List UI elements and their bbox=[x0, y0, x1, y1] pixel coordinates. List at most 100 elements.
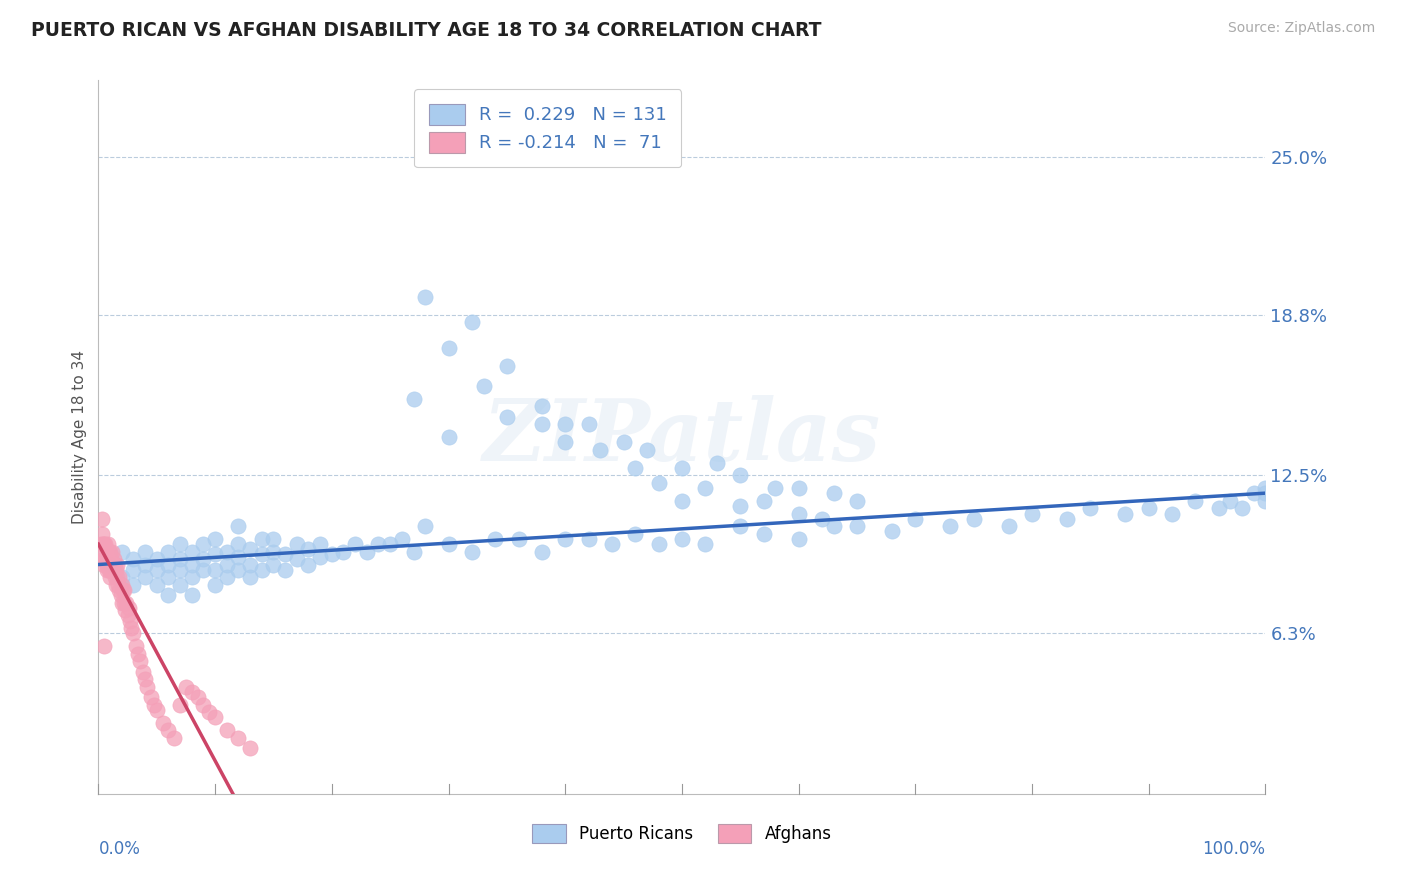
Point bbox=[297, 542, 319, 557]
Point bbox=[437, 537, 460, 551]
Point bbox=[823, 486, 845, 500]
Point bbox=[187, 690, 209, 704]
Point bbox=[90, 511, 112, 525]
Point bbox=[787, 507, 810, 521]
Point bbox=[96, 545, 118, 559]
Point bbox=[228, 519, 250, 533]
Point bbox=[228, 731, 250, 745]
Point bbox=[624, 460, 647, 475]
Point bbox=[262, 558, 284, 572]
Point bbox=[122, 552, 145, 566]
Point bbox=[309, 549, 332, 564]
Point bbox=[108, 582, 131, 597]
Point bbox=[215, 558, 238, 572]
Point bbox=[111, 570, 134, 584]
Point bbox=[344, 537, 367, 551]
Point bbox=[671, 460, 693, 475]
Text: 100.0%: 100.0% bbox=[1202, 839, 1265, 858]
Point bbox=[169, 552, 191, 566]
Point bbox=[285, 552, 308, 566]
Point bbox=[98, 570, 121, 584]
Point bbox=[169, 537, 191, 551]
Point bbox=[437, 341, 460, 355]
Text: Source: ZipAtlas.com: Source: ZipAtlas.com bbox=[1227, 21, 1375, 36]
Point bbox=[204, 547, 226, 561]
Point bbox=[589, 442, 612, 457]
Point bbox=[97, 537, 120, 551]
Point bbox=[484, 532, 506, 546]
Point bbox=[239, 741, 262, 756]
Point bbox=[134, 672, 156, 686]
Point bbox=[554, 417, 576, 432]
Point bbox=[101, 558, 124, 572]
Point bbox=[118, 600, 141, 615]
Point bbox=[152, 715, 174, 730]
Point bbox=[169, 698, 191, 712]
Point bbox=[624, 527, 647, 541]
Point bbox=[309, 537, 332, 551]
Point bbox=[250, 547, 273, 561]
Point bbox=[600, 537, 623, 551]
Point bbox=[846, 493, 869, 508]
Point bbox=[111, 582, 134, 597]
Point bbox=[1254, 486, 1277, 500]
Point bbox=[787, 532, 810, 546]
Point bbox=[169, 563, 191, 577]
Point bbox=[262, 545, 284, 559]
Point bbox=[437, 430, 460, 444]
Point bbox=[215, 545, 238, 559]
Point bbox=[107, 578, 129, 592]
Point bbox=[204, 532, 226, 546]
Point bbox=[169, 578, 191, 592]
Point bbox=[134, 545, 156, 559]
Point bbox=[129, 654, 152, 668]
Point bbox=[111, 596, 134, 610]
Point bbox=[97, 552, 120, 566]
Point bbox=[122, 626, 145, 640]
Point bbox=[472, 379, 495, 393]
Point bbox=[671, 532, 693, 546]
Point bbox=[496, 359, 519, 373]
Point bbox=[262, 532, 284, 546]
Point bbox=[114, 603, 136, 617]
Text: PUERTO RICAN VS AFGHAN DISABILITY AGE 18 TO 34 CORRELATION CHART: PUERTO RICAN VS AFGHAN DISABILITY AGE 18… bbox=[31, 21, 821, 40]
Y-axis label: Disability Age 18 to 34: Disability Age 18 to 34 bbox=[72, 350, 87, 524]
Point bbox=[496, 409, 519, 424]
Point bbox=[193, 698, 215, 712]
Point bbox=[285, 537, 308, 551]
Point bbox=[134, 570, 156, 584]
Point bbox=[880, 524, 903, 539]
Point bbox=[101, 545, 124, 559]
Point bbox=[1254, 481, 1277, 495]
Point bbox=[763, 481, 786, 495]
Legend: Puerto Ricans, Afghans: Puerto Ricans, Afghans bbox=[526, 817, 838, 850]
Point bbox=[96, 563, 118, 577]
Point bbox=[104, 578, 127, 592]
Point bbox=[104, 570, 127, 584]
Point bbox=[356, 545, 378, 559]
Point bbox=[1161, 507, 1184, 521]
Point bbox=[180, 588, 202, 602]
Point bbox=[143, 698, 166, 712]
Point bbox=[530, 417, 553, 432]
Point bbox=[380, 537, 402, 551]
Point bbox=[215, 570, 238, 584]
Point bbox=[636, 442, 658, 457]
Point bbox=[613, 435, 636, 450]
Point bbox=[204, 710, 226, 724]
Point bbox=[413, 519, 436, 533]
Point bbox=[332, 545, 354, 559]
Point bbox=[193, 552, 215, 566]
Point bbox=[174, 680, 197, 694]
Point bbox=[730, 519, 752, 533]
Point bbox=[139, 690, 162, 704]
Point bbox=[91, 537, 114, 551]
Point bbox=[1230, 501, 1253, 516]
Point bbox=[112, 582, 135, 597]
Point bbox=[122, 578, 145, 592]
Point bbox=[108, 570, 131, 584]
Point bbox=[787, 481, 810, 495]
Point bbox=[110, 588, 132, 602]
Point bbox=[752, 527, 775, 541]
Point bbox=[695, 537, 717, 551]
